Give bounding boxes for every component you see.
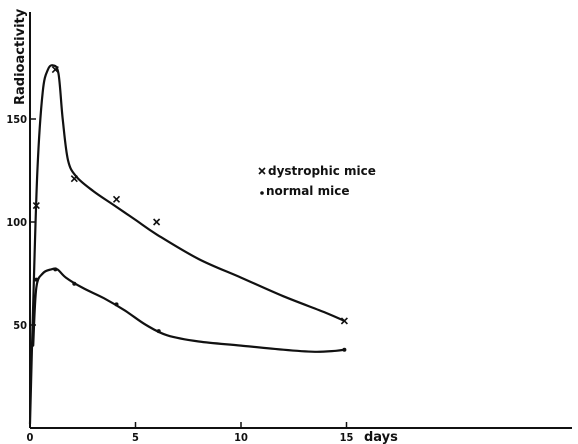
- point-normal-mice-5: [342, 347, 347, 352]
- axes: [29, 12, 572, 429]
- x-axis-title: days: [364, 430, 398, 444]
- legend-marker-dot-normal: [260, 191, 264, 195]
- legend-label-normal: normal mice: [266, 184, 349, 198]
- y-tick-label-100: 100: [6, 216, 27, 229]
- legend: dystrophic mice normal mice: [258, 164, 376, 198]
- point-normal-mice-1: [53, 267, 58, 272]
- x-tick-label-5: 5: [132, 431, 139, 444]
- point-dystrophic-mice-0: [32, 201, 40, 210]
- curves: [28, 64, 346, 425]
- point-dystrophic-mice-2: [70, 175, 78, 183]
- y-tick-label-150: 150: [6, 113, 27, 126]
- markers: [32, 65, 348, 352]
- y-tick-label-50: 50: [13, 319, 27, 332]
- point-normal-mice-3: [114, 302, 119, 307]
- legend-marker-x-dystrophic: [258, 167, 266, 175]
- point-dystrophic-mice-3: [112, 195, 121, 203]
- y-axis-title: Radioactivity: [13, 8, 28, 105]
- point-dystrophic-mice-5: [340, 317, 348, 325]
- point-dystrophic-mice-4: [153, 218, 161, 226]
- x-tick-label-10: 10: [234, 431, 248, 444]
- x-tick-label-15: 15: [340, 431, 354, 444]
- point-dystrophic-mice-1: [51, 65, 59, 74]
- series-curve-dystrophic-mice: [28, 64, 346, 425]
- legend-label-dystrophic: dystrophic mice: [268, 164, 376, 178]
- series-curve-normal-mice: [32, 267, 346, 353]
- ticks: 50 100 150 0 5 10 15: [6, 113, 353, 444]
- x-tick-label-0: 0: [27, 431, 34, 444]
- point-normal-mice-0: [34, 277, 39, 282]
- point-normal-mice-2: [72, 281, 77, 286]
- point-normal-mice-4: [156, 329, 161, 334]
